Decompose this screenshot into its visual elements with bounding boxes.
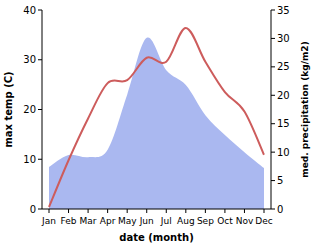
x-axis-label: date (month) bbox=[119, 232, 193, 243]
y-tick bbox=[38, 59, 42, 60]
y2-tick-label: 15 bbox=[277, 118, 290, 129]
precipitation-area bbox=[49, 37, 264, 209]
y2-tick bbox=[271, 38, 275, 39]
x-tick-label: Jul bbox=[160, 216, 172, 226]
y-tick-label: 30 bbox=[23, 54, 36, 65]
y-tick-label: 0 bbox=[30, 204, 36, 215]
y-tick-label: 40 bbox=[23, 5, 36, 16]
x-tick bbox=[49, 209, 50, 213]
x-tick-label: Dec bbox=[255, 216, 272, 226]
x-tick-label: Feb bbox=[61, 216, 77, 226]
x-tick-label: Aug bbox=[177, 216, 195, 226]
y2-tick-label: 10 bbox=[277, 147, 290, 158]
y2-tick bbox=[271, 10, 275, 11]
x-tick bbox=[205, 209, 206, 213]
y2-tick-label: 20 bbox=[277, 90, 290, 101]
y2-tick bbox=[271, 180, 275, 181]
y2-tick bbox=[271, 66, 275, 67]
x-tick bbox=[185, 209, 186, 213]
x-tick-label: Jan bbox=[41, 216, 56, 226]
x-tick bbox=[244, 209, 245, 213]
y2-tick-label: 35 bbox=[277, 5, 290, 16]
x-tick bbox=[224, 209, 225, 213]
x-tick-label: Apr bbox=[100, 216, 116, 226]
y-tick bbox=[38, 10, 42, 11]
y2-tick-label: 30 bbox=[277, 33, 290, 44]
x-tick bbox=[166, 209, 167, 213]
x-tick-label: Jun bbox=[139, 216, 154, 226]
x-tick bbox=[146, 209, 147, 213]
y-tick bbox=[38, 159, 42, 160]
y2-tick bbox=[271, 95, 275, 96]
x-tick-label: Oct bbox=[217, 216, 233, 226]
chart: 01020304005101520253035JanFebMarAprMayJu… bbox=[0, 0, 318, 247]
y-tick-label: 10 bbox=[23, 154, 36, 165]
x-tick-label: Mar bbox=[80, 216, 97, 226]
y2-tick bbox=[271, 123, 275, 124]
y2-tick bbox=[271, 209, 275, 210]
x-tick bbox=[264, 209, 265, 213]
y-axis-label: max temp (C) bbox=[3, 71, 14, 147]
y2-axis-label: med. precipitation (kg/m2) bbox=[300, 41, 310, 177]
x-tick bbox=[107, 209, 108, 213]
x-tick-label: Sep bbox=[197, 216, 214, 226]
x-tick bbox=[68, 209, 69, 213]
y2-tick-label: 5 bbox=[277, 175, 283, 186]
y-tick bbox=[38, 209, 42, 210]
x-tick bbox=[127, 209, 128, 213]
x-tick-label: Nov bbox=[236, 216, 254, 226]
y2-tick-label: 0 bbox=[277, 204, 283, 215]
plot-area bbox=[49, 28, 264, 209]
temperature-line bbox=[49, 28, 264, 207]
right-axis bbox=[271, 10, 272, 209]
y2-tick bbox=[271, 152, 275, 153]
x-tick-label: May bbox=[118, 216, 137, 226]
x-tick bbox=[88, 209, 89, 213]
y-tick bbox=[38, 109, 42, 110]
y2-tick-label: 25 bbox=[277, 61, 290, 72]
y-tick-label: 20 bbox=[23, 104, 36, 115]
x-axis bbox=[42, 209, 271, 210]
